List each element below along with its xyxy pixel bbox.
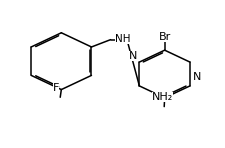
Text: NH₂: NH₂ — [151, 92, 172, 102]
Text: F: F — [52, 83, 59, 93]
Text: N: N — [192, 72, 200, 82]
Text: NH: NH — [115, 34, 130, 44]
Text: Br: Br — [158, 32, 170, 42]
Text: N: N — [128, 51, 136, 61]
